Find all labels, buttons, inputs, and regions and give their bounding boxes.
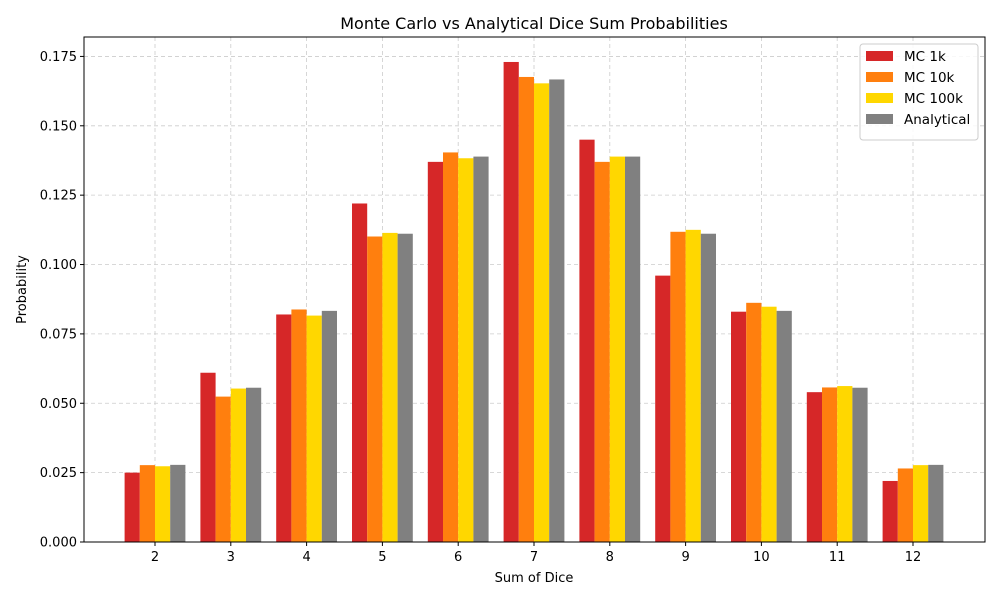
bar-analytical-6	[473, 156, 489, 543]
legend-entry-label: Analytical	[904, 112, 970, 128]
x-tick-label: 4	[302, 550, 310, 565]
x-axis-ticks: 2 3 4 5 6 7 8 9 10 11 12	[151, 542, 921, 565]
bar-mc-10k-7	[518, 76, 534, 542]
bar-mc-10k-4	[291, 309, 307, 542]
bar-mc-1k-3	[200, 372, 216, 542]
bar-analytical-3	[246, 387, 262, 542]
bar-mc-1k-2	[124, 472, 140, 542]
bar-mc-100k-7	[534, 83, 550, 542]
legend-entry-label: MC 1k	[904, 49, 946, 65]
bar-mc-100k-12	[913, 465, 929, 542]
bar-mc-100k-5	[382, 232, 398, 542]
y-tick-label: 0.125	[40, 189, 77, 204]
legend-entry-label: MC 100k	[904, 91, 963, 107]
x-tick-label: 8	[606, 550, 614, 565]
x-tick-label: 5	[378, 550, 386, 565]
x-tick-label: 2	[151, 550, 159, 565]
bar-mc-100k-8	[609, 156, 625, 543]
bar-analytical-7	[549, 79, 565, 542]
bar-mc-100k-9	[685, 229, 701, 543]
x-tick-label: 12	[905, 550, 922, 565]
bar-mc-1k-8	[579, 139, 595, 542]
bar-mc-10k-9	[670, 231, 686, 543]
y-tick-label: 0.075	[40, 327, 77, 342]
x-tick-label: 3	[227, 550, 235, 565]
bar-analytical-5	[397, 233, 413, 542]
bar-mc-1k-4	[276, 314, 292, 542]
y-tick-label: 0.000	[40, 536, 77, 551]
bar-mc-10k-6	[443, 152, 459, 542]
bar-mc-1k-11	[806, 392, 822, 542]
bar-analytical-11	[852, 387, 868, 542]
x-tick-label: 9	[681, 550, 689, 565]
x-tick-label: 10	[753, 550, 770, 565]
bar-mc-100k-10	[761, 306, 777, 542]
y-tick-label: 0.050	[40, 397, 77, 412]
x-axis-label: Sum of Dice	[495, 571, 574, 586]
bars	[124, 61, 944, 543]
x-tick-label: 11	[829, 550, 846, 565]
bar-mc-100k-2	[155, 466, 171, 542]
bar-analytical-12	[928, 464, 944, 542]
y-tick-label: 0.150	[40, 119, 77, 134]
bar-mc-1k-5	[352, 203, 368, 542]
y-axis-label: Probability	[15, 255, 30, 324]
legend-swatch	[866, 93, 893, 103]
legend-entry-label: MC 10k	[904, 70, 955, 86]
y-tick-label: 0.175	[40, 50, 77, 65]
bar-analytical-10	[776, 310, 792, 542]
bar-mc-1k-10	[731, 311, 747, 542]
chart-title: Monte Carlo vs Analytical Dice Sum Proba…	[340, 14, 728, 33]
bar-mc-10k-2	[139, 465, 155, 542]
bar-analytical-4	[321, 310, 337, 542]
bar-mc-10k-8	[594, 161, 610, 542]
bar-mc-10k-5	[367, 236, 383, 542]
bar-analytical-2	[170, 464, 186, 542]
x-tick-label: 6	[454, 550, 462, 565]
bar-mc-10k-10	[746, 302, 762, 542]
bar-mc-100k-6	[458, 158, 474, 542]
legend-swatch	[866, 51, 893, 61]
bar-mc-100k-3	[230, 388, 246, 542]
bar-analytical-9	[700, 233, 716, 542]
bar-mc-10k-3	[215, 396, 231, 542]
legend-swatch	[866, 114, 893, 124]
y-axis-ticks: 0.000 0.025 0.050 0.075 0.100 0.125 0.150 0.175	[40, 50, 84, 551]
bar-mc-1k-12	[882, 480, 898, 542]
bar-mc-100k-11	[837, 386, 853, 542]
bar-mc-100k-4	[306, 315, 322, 542]
y-tick-label: 0.025	[40, 466, 77, 481]
bar-mc-1k-7	[503, 61, 519, 542]
y-tick-label: 0.100	[40, 258, 77, 273]
bar-analytical-8	[625, 156, 641, 543]
x-tick-label: 7	[530, 550, 538, 565]
bar-mc-1k-6	[427, 161, 443, 542]
legend-swatch	[866, 72, 893, 82]
bar-mc-1k-9	[655, 275, 671, 542]
legend: MC 1k MC 10k MC 100k Analytical	[859, 43, 979, 141]
bar-mc-10k-12	[897, 468, 913, 542]
bar-mc-10k-11	[822, 387, 838, 542]
